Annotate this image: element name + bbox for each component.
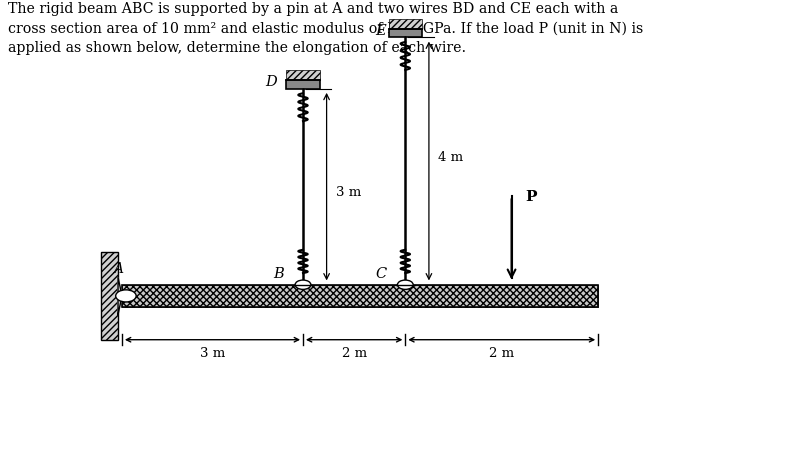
Bar xyxy=(389,29,422,37)
Bar xyxy=(101,252,118,340)
Bar xyxy=(101,252,118,340)
Text: The rigid beam ABC is supported by a pin at A and two wires BD and CE each with : The rigid beam ABC is supported by a pin… xyxy=(8,2,643,55)
Text: 2 m: 2 m xyxy=(342,348,367,360)
Text: P: P xyxy=(526,190,538,204)
Circle shape xyxy=(295,280,311,289)
Text: 4 m: 4 m xyxy=(438,151,464,164)
Bar xyxy=(389,19,422,29)
Text: A: A xyxy=(113,262,123,276)
Text: 2 m: 2 m xyxy=(490,348,514,360)
Text: E: E xyxy=(375,24,386,38)
Bar xyxy=(122,285,598,307)
Circle shape xyxy=(397,280,413,289)
Text: C: C xyxy=(375,267,386,281)
Polygon shape xyxy=(118,277,122,315)
Circle shape xyxy=(116,290,136,302)
Bar xyxy=(286,80,320,89)
Bar xyxy=(286,70,320,80)
Text: B: B xyxy=(273,267,284,281)
Text: 3 m: 3 m xyxy=(336,186,361,199)
Text: D: D xyxy=(265,75,277,89)
Bar xyxy=(122,285,598,307)
Text: 3 m: 3 m xyxy=(200,348,225,360)
